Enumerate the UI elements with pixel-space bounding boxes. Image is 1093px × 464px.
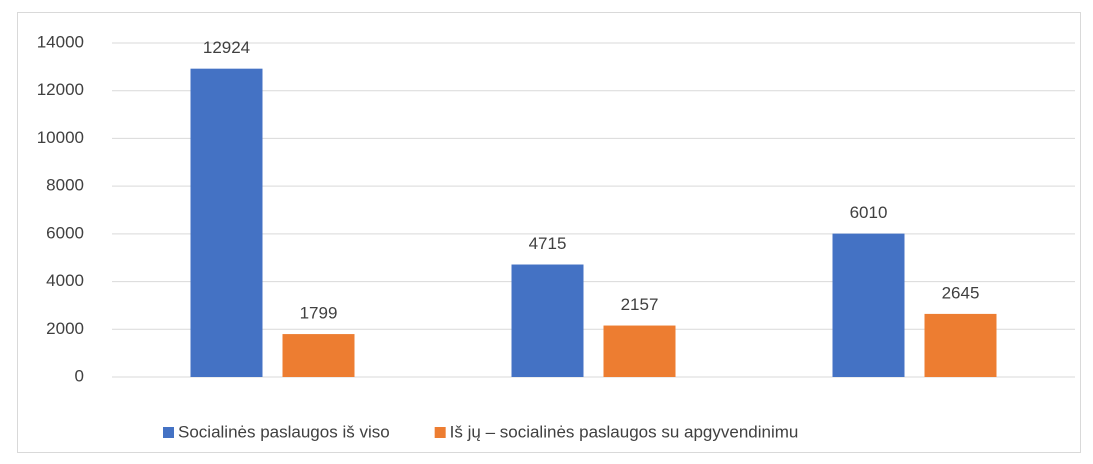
y-tick-label: 14000 — [37, 32, 84, 51]
legend-label: Socialinės paslaugos iš viso — [178, 422, 390, 441]
bar — [924, 313, 997, 377]
y-tick-label: 10000 — [37, 128, 84, 147]
bar — [603, 325, 676, 377]
y-tick-label: 4000 — [46, 271, 84, 290]
bar — [282, 334, 355, 377]
y-tick-label: 0 — [75, 366, 84, 385]
data-label: 4715 — [529, 234, 567, 253]
bar — [190, 68, 263, 377]
legend-swatch — [434, 427, 446, 438]
data-label: 6010 — [850, 203, 888, 222]
legend-swatch — [163, 427, 174, 438]
data-label: 12924 — [203, 38, 250, 57]
bar — [832, 233, 905, 377]
data-label: 2157 — [621, 295, 659, 314]
data-label: 1799 — [300, 304, 338, 323]
data-label: 2645 — [942, 283, 980, 302]
y-tick-label: 8000 — [46, 176, 84, 195]
legend-label: Iš jų – socialinės paslaugos su apgyvend… — [450, 422, 799, 441]
y-tick-label: 12000 — [37, 80, 84, 99]
y-tick-label: 6000 — [46, 223, 84, 242]
chart-border — [17, 12, 1081, 453]
bar — [511, 264, 584, 377]
y-tick-label: 2000 — [46, 319, 84, 338]
